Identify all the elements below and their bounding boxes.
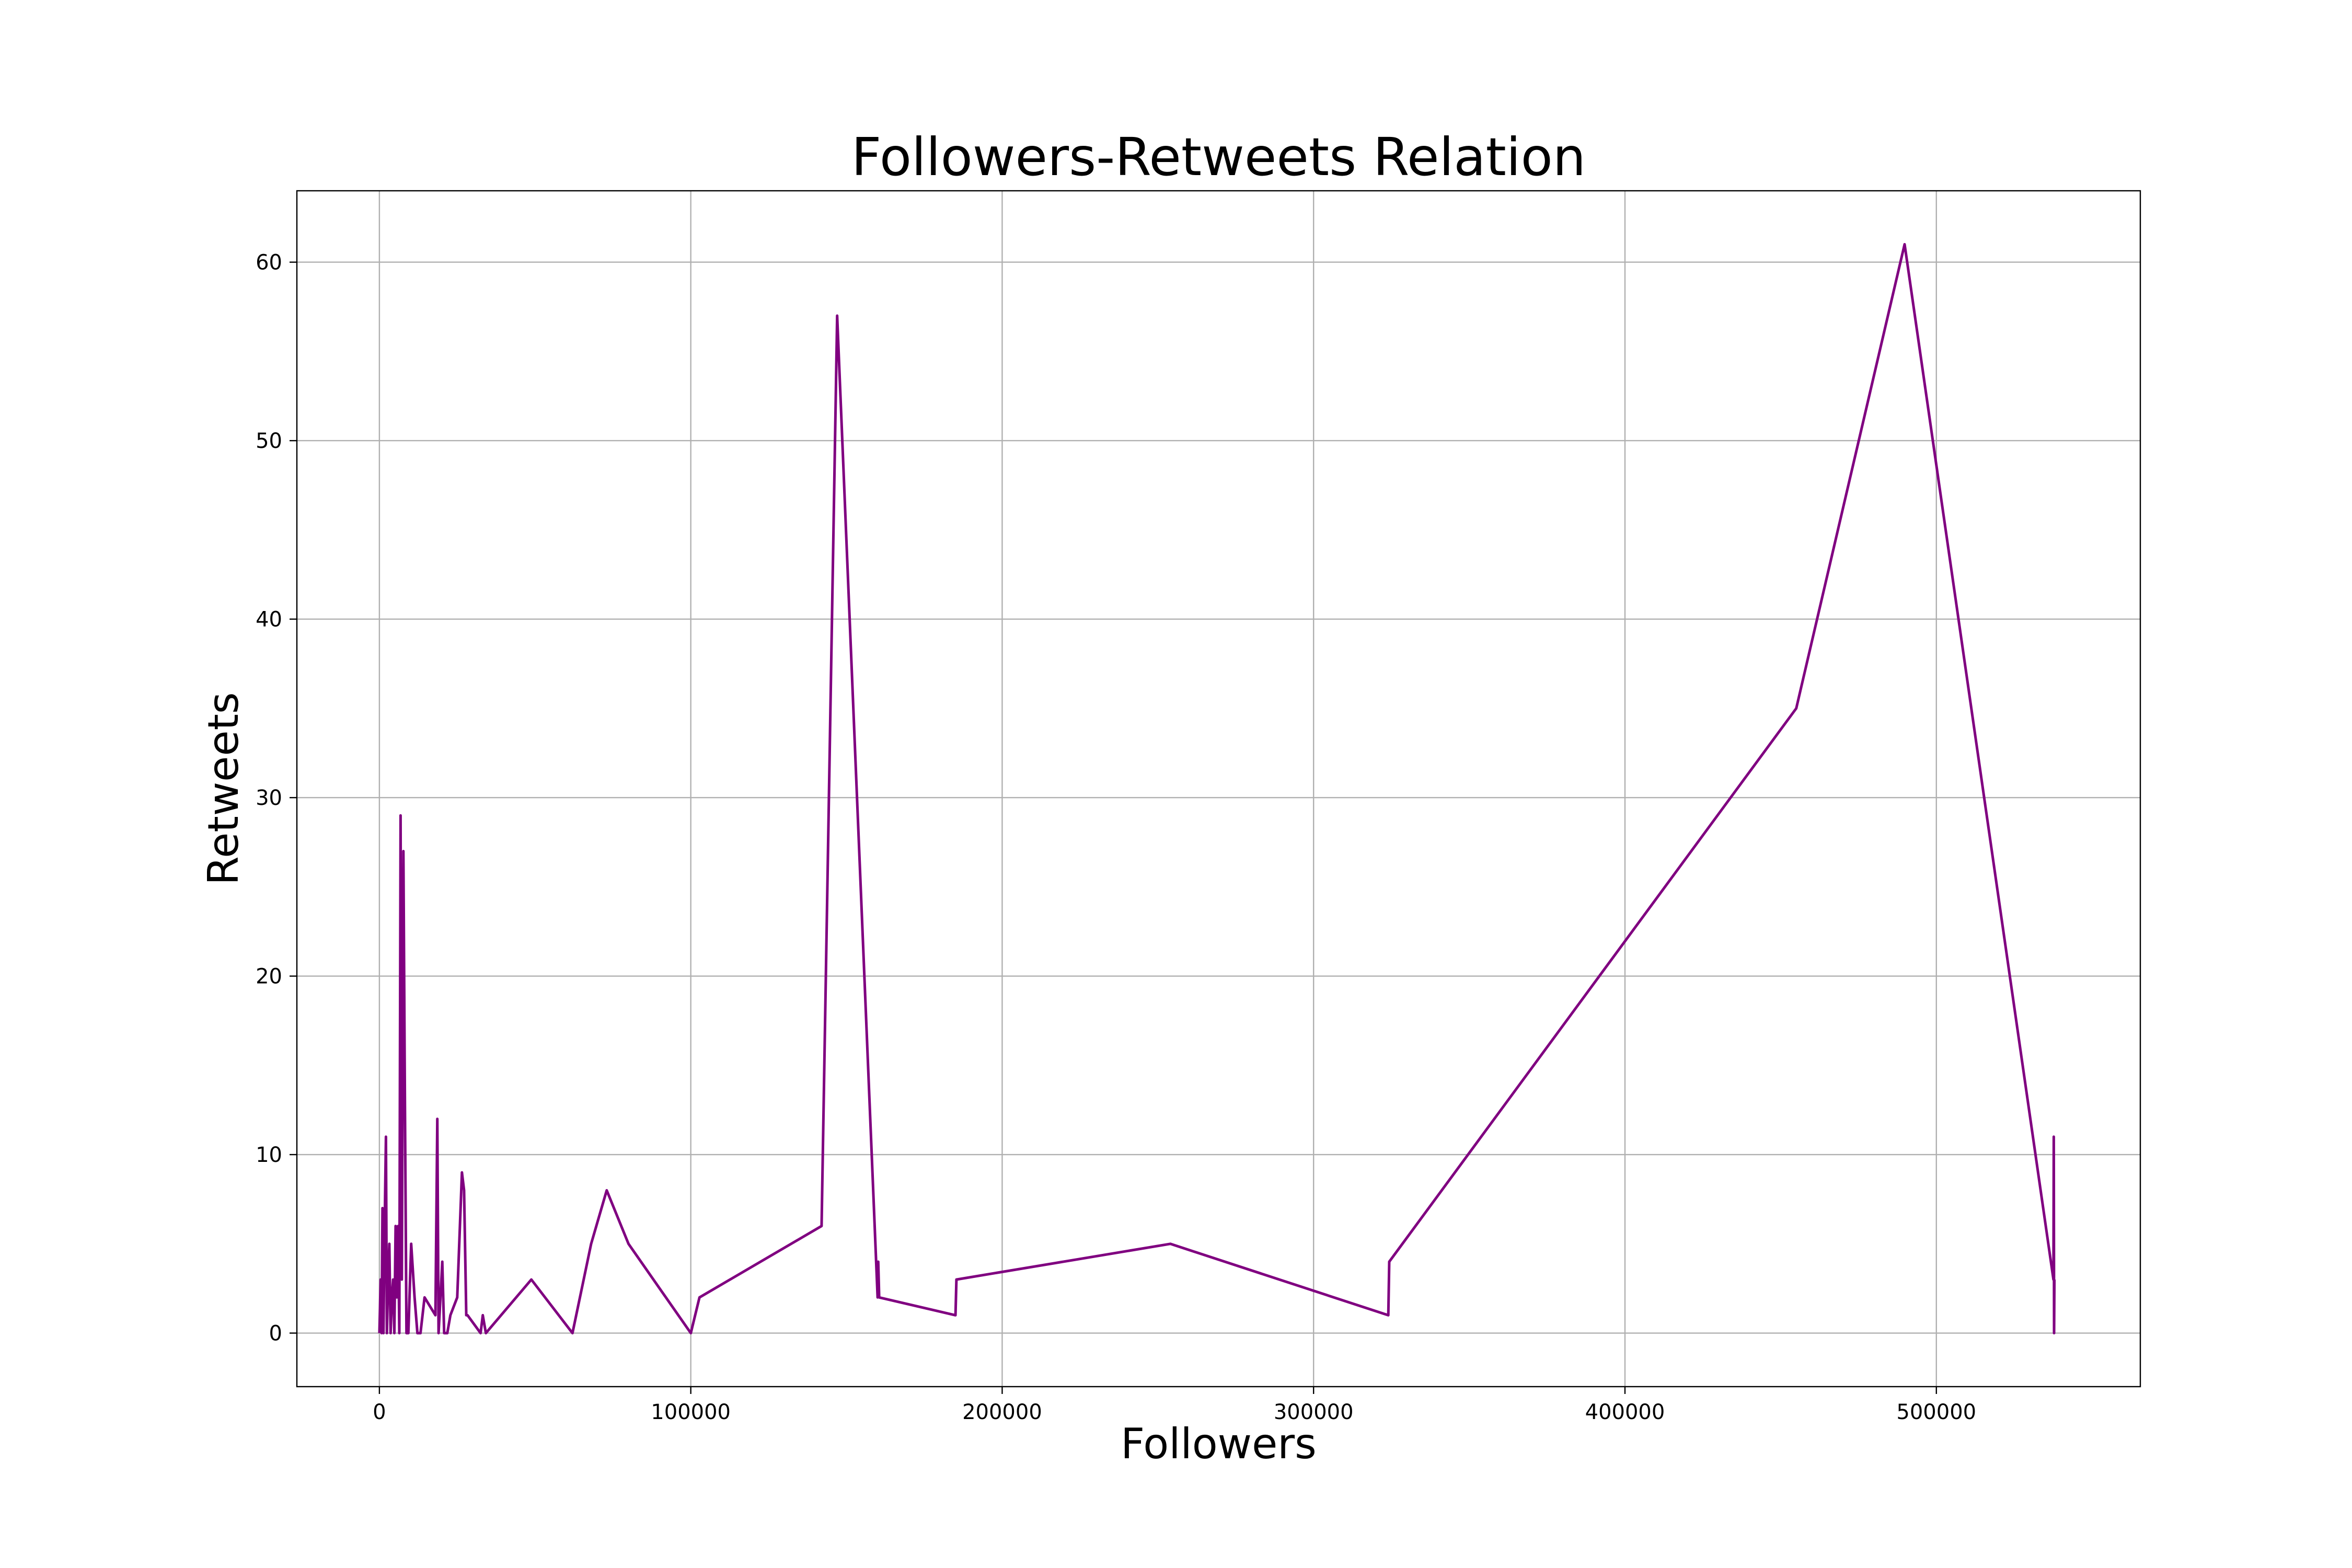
x-tick-label: 400000 — [1585, 1400, 1665, 1424]
y-axis-ticks: 0 10 20 30 40 50 60 — [256, 251, 297, 1346]
y-tick-label: 60 — [256, 251, 282, 275]
y-tick-label: 10 — [256, 1143, 282, 1167]
y-tick-label: 40 — [256, 608, 282, 632]
x-axis-label: Followers — [1121, 1420, 1317, 1468]
series-line — [378, 243, 2056, 1335]
y-tick-label: 0 — [269, 1322, 282, 1346]
y-tick-label: 50 — [256, 429, 282, 453]
y-axis-label: Retweets — [199, 692, 248, 885]
series-group — [378, 243, 2056, 1335]
x-tick-label: 100000 — [651, 1400, 731, 1424]
plot-area-frame — [296, 190, 2141, 1388]
grid-lines — [297, 191, 2140, 1387]
chart-title: Followers-Retweets Relation — [851, 126, 1586, 188]
x-tick-label: 500000 — [1896, 1400, 1976, 1424]
y-tick-label: 30 — [256, 786, 282, 810]
x-tick-label: 300000 — [1274, 1400, 1354, 1424]
x-tick-label: 200000 — [962, 1400, 1042, 1424]
x-axis-ticks: 0 100000 200000 300000 400000 500000 — [373, 1387, 1976, 1424]
y-tick-label: 20 — [256, 965, 282, 989]
x-tick-label: 0 — [373, 1400, 386, 1424]
